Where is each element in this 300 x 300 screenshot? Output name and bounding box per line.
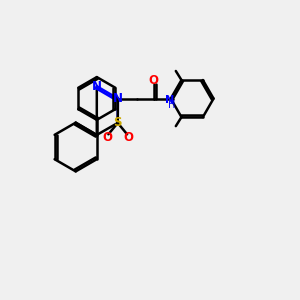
Text: N: N <box>113 92 123 105</box>
Text: O: O <box>102 131 112 144</box>
Text: N: N <box>92 80 102 93</box>
Text: O: O <box>124 131 134 144</box>
Text: S: S <box>113 116 122 129</box>
Text: N: N <box>165 95 175 105</box>
Text: O: O <box>148 74 158 87</box>
Text: H: H <box>168 100 175 110</box>
